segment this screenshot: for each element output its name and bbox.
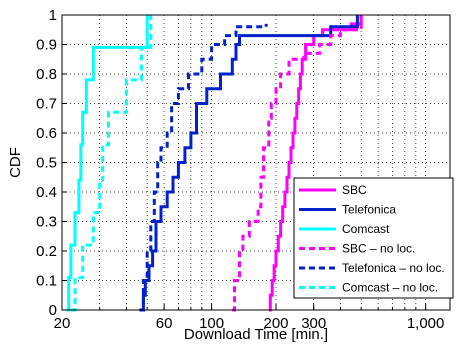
x-tick-label: 300	[301, 315, 326, 332]
series-line	[268, 15, 363, 312]
legend-label: Telefonica – no loc.	[342, 261, 445, 275]
x-tick-label: 200	[264, 315, 289, 332]
series-line	[232, 15, 363, 312]
series-line	[66, 15, 149, 312]
series-line	[141, 15, 359, 312]
y-tick-label: 0.6	[36, 125, 57, 142]
y-tick-label: 1	[49, 7, 57, 24]
series-group	[66, 15, 363, 312]
legend-label: Comcast	[342, 222, 390, 236]
x-tick-label: 20	[54, 315, 71, 332]
legend-label: SBC – no loc.	[342, 242, 415, 256]
series-line	[70, 15, 153, 312]
legend-box	[293, 177, 454, 299]
x-axis-label: Download Time [min.]	[184, 326, 328, 343]
legend-label: Telefonica	[342, 203, 396, 217]
tick-group: 20 60 100 200 300 1,000 0 0.1 0.2 0.3 0.4 0.5 0.6 0.7…	[36, 7, 444, 332]
legend: SBC Telefonica Comcast SBC – no loc. Telefon…	[293, 177, 454, 299]
legend-label: SBC	[342, 183, 367, 197]
y-tick-label: 0.1	[36, 273, 57, 290]
series-line	[139, 23, 268, 312]
y-tick-label: 0	[49, 302, 57, 319]
y-tick-label: 0.3	[36, 214, 57, 231]
y-tick-label: 0.2	[36, 243, 57, 260]
legend-label: Comcast – no loc.	[342, 281, 438, 295]
x-tick-label: 1,000	[407, 315, 445, 332]
y-tick-label: 0.5	[36, 155, 57, 172]
y-tick-label: 0.8	[36, 66, 57, 83]
y-axis-label: CDF	[7, 147, 24, 178]
x-tick-label: 100	[199, 315, 224, 332]
x-tick-label: 60	[156, 315, 173, 332]
y-tick-label: 0.9	[36, 37, 57, 54]
y-tick-label: 0.4	[36, 184, 57, 201]
y-tick-label: 0.7	[36, 96, 57, 113]
